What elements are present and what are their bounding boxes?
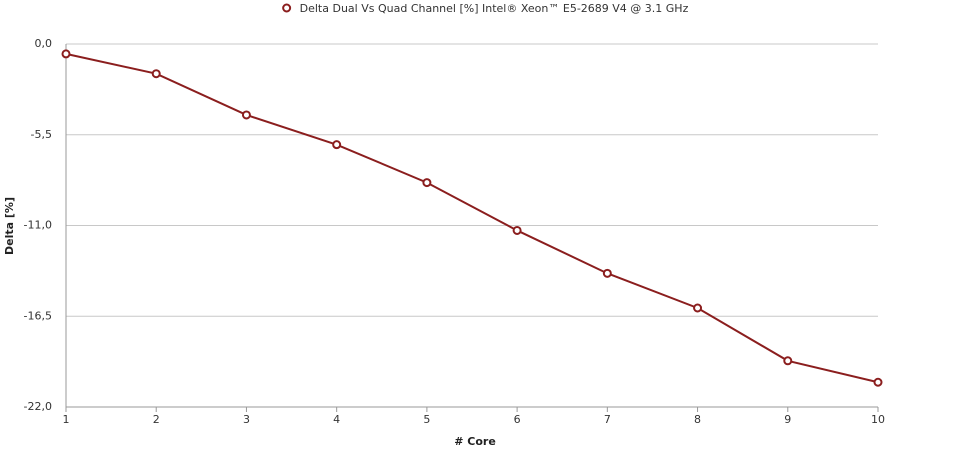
point bbox=[783, 356, 793, 366]
point bbox=[332, 140, 342, 150]
x-tick-label: 9 bbox=[784, 413, 791, 426]
x-tick-label: 5 bbox=[423, 413, 430, 426]
x-tick-label: 3 bbox=[243, 413, 250, 426]
y-tick-label: -11,0 bbox=[24, 219, 52, 232]
point bbox=[422, 178, 432, 188]
point bbox=[151, 69, 161, 79]
y-axis-title: Delta [%] bbox=[3, 197, 16, 255]
point bbox=[512, 225, 522, 235]
point bbox=[61, 49, 71, 59]
x-tick-label: 8 bbox=[694, 413, 701, 426]
y-tick-label: -16,5 bbox=[24, 309, 52, 322]
x-tick-label: 6 bbox=[514, 413, 521, 426]
x-axis-title: # Core bbox=[454, 435, 496, 448]
legend-marker bbox=[282, 3, 292, 13]
x-tick-label: 1 bbox=[63, 413, 70, 426]
y-tick-label: -22,0 bbox=[24, 400, 52, 413]
x-tick-label: 4 bbox=[333, 413, 340, 426]
y-tick-label: -5,5 bbox=[31, 128, 52, 141]
point bbox=[693, 303, 703, 313]
legend-label: Delta Dual Vs Quad Channel [%] Intel® Xe… bbox=[300, 2, 689, 15]
point bbox=[602, 268, 612, 278]
y-tick-label: 0,0 bbox=[35, 37, 53, 50]
x-tick-label: 2 bbox=[153, 413, 160, 426]
series-line bbox=[65, 52, 879, 384]
x-tick-label: 10 bbox=[871, 413, 885, 426]
point bbox=[873, 377, 883, 387]
point bbox=[241, 110, 251, 120]
x-tick-label: 7 bbox=[604, 413, 611, 426]
